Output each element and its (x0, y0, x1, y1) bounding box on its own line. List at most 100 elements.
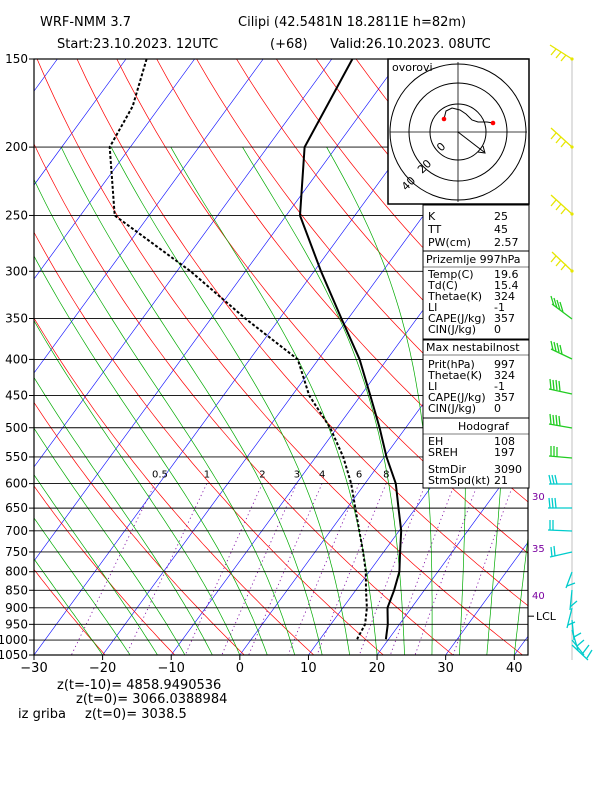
height-zero-grib: z(t=0)= 3038.5 (85, 707, 187, 722)
temperature-tick-label: 0 (236, 661, 244, 676)
moist-adiabat (34, 427, 186, 655)
mixing-ratio-line (184, 483, 263, 655)
surface-value: 0 (494, 323, 501, 336)
surface-value: 15.4 (494, 279, 519, 292)
isotherm (34, 59, 127, 186)
hodograf-key: StmSpd(kt) (428, 474, 490, 487)
pressure-tick-label: 600 (5, 477, 28, 491)
lcl-label: LCL (536, 610, 557, 623)
height-labels: 30 35 40 (532, 492, 545, 602)
temperature-tick-label: −20 (89, 661, 116, 676)
height-label: 40 (532, 591, 545, 602)
instability-value: 997 (494, 358, 515, 371)
pressure-tick-label: 750 (5, 545, 28, 559)
isotherm (34, 59, 264, 374)
moist-adiabat (34, 558, 103, 655)
isotherm (34, 59, 401, 562)
wind-barb (548, 446, 573, 459)
pressure-tick-label: 700 (5, 524, 28, 538)
surface-value: 19.6 (494, 268, 519, 281)
max-instability-box (422, 339, 530, 419)
sounding-profiles (108, 59, 403, 640)
max-instability-title: Max nestabilnost (426, 341, 520, 354)
wind-barb (548, 474, 572, 485)
storm-motion-arrow (457, 131, 485, 153)
height-zero: z(t=0)= 3066.0388984 (76, 692, 227, 707)
pressure-tick-label: 800 (5, 565, 28, 579)
moist-adiabat (34, 376, 213, 655)
pressure-tick-label: 300 (5, 264, 28, 278)
mixing-ratio-labels: 0.5 1 2 3 4 6 8 (152, 470, 389, 481)
temperature-tick-label: −30 (20, 661, 47, 676)
surface-value: 357 (494, 312, 515, 325)
wind-barb (547, 520, 573, 532)
hodograf-key: StmDir (428, 463, 467, 476)
instability-key: LI (428, 380, 437, 393)
mixing-ratio-line (316, 483, 387, 655)
hodograf-key: SREH (428, 446, 458, 459)
wind-barb (550, 295, 573, 320)
mixing-ratio-line (390, 483, 456, 655)
mixing-ratio-label: 8 (383, 470, 389, 481)
pressure-tick-label: 900 (5, 601, 28, 615)
moist-adiabat (110, 146, 350, 655)
wind-barb (548, 413, 573, 429)
isotherm (376, 447, 528, 655)
instability-key: CIN(J/kg) (428, 402, 476, 415)
wind-barb (549, 44, 573, 62)
temperature-tick-label: −10 (158, 661, 185, 676)
wind-barbs (547, 44, 593, 661)
isotherm (445, 541, 528, 655)
dewpoint-profile (108, 59, 368, 640)
dry-adiabat (34, 401, 245, 655)
moist-adiabat (34, 320, 241, 655)
pressure-tick-label: 400 (5, 352, 28, 366)
hodograf-box (422, 417, 530, 489)
info-panels: K 25 TT 45 PW(cm) 2.57 Prizemlje 997hPa … (422, 204, 530, 489)
pressure-tick-label: 500 (5, 421, 28, 435)
wind-barb (548, 497, 572, 509)
wind-barb (550, 127, 573, 148)
temperature-tick-label: 20 (369, 661, 386, 676)
temperature-tick-label: 30 (437, 661, 454, 676)
mixing-ratio-line (358, 483, 427, 655)
mixing-ratio-label: 3 (294, 470, 300, 481)
instability-key: CAPE(J/kg) (428, 391, 486, 404)
moist-adiabat (34, 474, 158, 655)
moist-adiabat (34, 517, 131, 655)
surface-value: -1 (494, 301, 505, 314)
hodograf-key: EH (428, 435, 443, 448)
surface-key: Temp(C) (427, 268, 474, 281)
model-name: WRF-NMM 3.7 (40, 15, 131, 30)
wind-barb (549, 545, 573, 558)
moist-adiabat (34, 255, 268, 655)
index-key: TT (427, 223, 442, 236)
mixing-ratio-line (71, 483, 156, 655)
hodograph-inset: ovorovi 20 40 0 (387, 58, 530, 205)
pressure-tick-label: 650 (5, 501, 28, 515)
surface-key: Thetae(K) (427, 290, 482, 303)
isotherm (34, 59, 333, 468)
temperature-tick-label: 10 (300, 661, 317, 676)
instability-key: Prit(hPa) (428, 358, 475, 371)
hodograph-trace (443, 107, 494, 124)
mixing-ratio-line (287, 483, 360, 655)
pressure-tick-label: 200 (5, 140, 28, 154)
pressure-axis: 150 200 250 300 350 400 450 500 550 600 650 700 750 8… (0, 52, 34, 662)
temperature-tick-label: 40 (506, 661, 523, 676)
hodograf-value: 108 (494, 435, 515, 448)
pressure-tick-label: 1000 (0, 633, 28, 647)
pressure-tick-label: 1050 (0, 648, 28, 662)
pressure-tick-label: 250 (5, 208, 28, 222)
mixing-ratio-line (414, 483, 479, 655)
index-key: K (428, 210, 436, 223)
moist-adiabat (34, 178, 296, 655)
mixing-ratio-label: 2 (259, 470, 265, 481)
wind-barb (548, 378, 573, 395)
index-key: PW(cm) (428, 236, 471, 249)
moist-adiabat (513, 535, 528, 655)
pressure-tick-label: 350 (5, 312, 28, 326)
wind-barb (565, 571, 576, 589)
surface-title: Prizemlje 997hPa (426, 253, 521, 266)
